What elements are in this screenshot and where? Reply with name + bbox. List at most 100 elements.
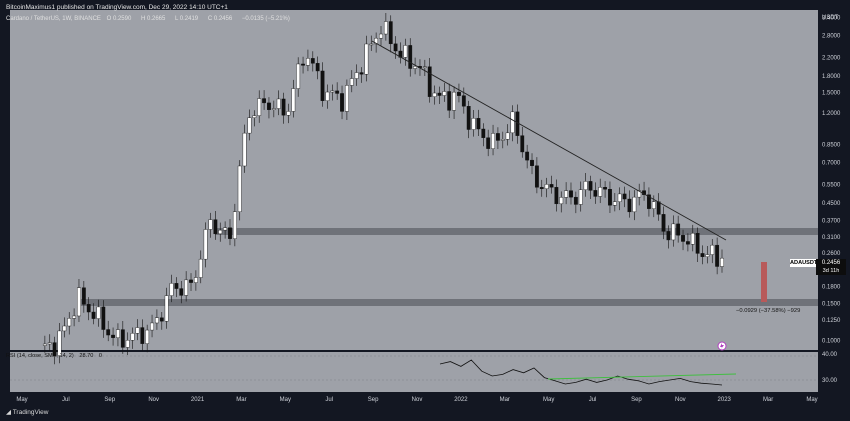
candle-bear [340,93,344,112]
candle-bull [578,189,583,205]
candle-bear [520,135,525,153]
price-axis-label: 1.2000 [822,111,841,117]
candle-bear [159,317,164,322]
logo-icon: ◢ [6,409,11,416]
candle-bull [710,244,715,255]
candle-bear [179,288,184,296]
candle-bull [67,318,72,327]
candle-bull [632,196,637,213]
candle-bear [685,241,690,245]
candle-bull [47,342,52,345]
price-axis-label: 0.2600 [822,251,841,257]
candle-bull [291,88,296,112]
candle-bull [242,132,247,167]
candle-bull [374,37,379,45]
price-axis-label: 0.8500 [822,143,841,149]
candle-bear [388,21,393,45]
candle-bull [720,257,724,267]
candle-bear [106,329,111,336]
time-axis-label: Nov [412,397,423,403]
price-axis: 3.4000 2.8000 2.2000 1.8000 1.5000 1.2000 0.85… [822,16,841,384]
candle-bear [666,231,671,241]
time-axis-label: Mar [763,397,773,403]
candle-bull [193,277,198,283]
candle-bear [174,283,179,289]
candle-bull [383,21,388,35]
candle-bear [539,187,544,190]
candle-bear [213,219,218,235]
candle-bear [476,118,481,130]
rsi-trendline [547,373,737,380]
candle-bear [681,235,685,242]
symbol-name: Cardano / TetherUS, 1W, BINANCE [6,16,101,22]
candle-bull [598,187,603,197]
candle-bear [588,181,593,191]
price-axis-label: 0.1250 [822,318,841,324]
time-axis-label: May [806,397,817,403]
candle-bull [223,227,228,231]
candle-bull [203,229,208,260]
candle-bull [257,98,262,116]
candle-bear [81,287,86,305]
ohlc-low: L 0.2419 [175,16,199,22]
price-axis-label: 3.4000 [822,16,841,22]
countdown-tag: 3d 11h [816,267,846,275]
candle-bull [232,211,237,239]
rsi-axis-label: 40.00 [822,352,838,358]
time-axis-label: 2021 [191,397,205,403]
price-axis-label: 1.8000 [822,74,841,80]
candle-bull [72,315,77,319]
candle-bear [86,304,91,313]
price-axis-label: 2.8000 [822,33,841,39]
candle-bull [344,85,349,112]
candle-bull [125,340,130,348]
candle-bull [237,165,242,212]
candle-bull [364,43,369,75]
candle-bull [491,133,495,149]
price-axis-label: 0.1000 [822,338,841,344]
candle-bull [96,306,101,319]
candle-bear [408,45,413,69]
candle-bear [281,98,286,116]
candle-bull [286,111,291,116]
candle-bear [262,98,266,104]
candle-bull [130,333,135,341]
ohlc-close: C 0.2456 [207,16,233,22]
price-axis-label: 0.7000 [822,160,841,166]
candle-bull [208,219,213,230]
candle-bull [330,90,335,93]
time-axis-label: 2023 [718,397,732,403]
candle-bear [554,187,559,205]
candle-bear [427,66,432,97]
candle-bull [354,72,359,79]
candle-bull [252,115,257,118]
candle-bear [101,306,106,330]
support-zone-lower [80,299,818,306]
candle-bull [505,132,510,140]
candle-bear [393,43,398,52]
candle-bear [189,279,193,283]
time-axis-label: May [16,397,27,403]
price-axis-label: 2.2000 [822,56,841,62]
candle-bear [315,63,320,72]
rsi-legend-extra: 0 [98,353,103,359]
tradingview-logo[interactable]: ◢ TradingView [6,408,48,416]
rsi-legend-title: RSI (14, close, SMA, 14, 2) [6,353,74,359]
candle-bear [534,165,539,188]
candle-bull [583,181,588,190]
candle-bear [320,70,325,101]
time-axis-label: Nov [148,397,159,403]
candle-bull [705,254,710,257]
last-price-tag: 0.2456 [816,259,846,267]
candles-group [42,12,724,365]
candle-bear [466,106,471,130]
candle-bear [627,198,632,213]
time-axis-label: Sep [631,397,642,403]
candle-bear [700,253,705,257]
time-axis-label: May [280,397,291,403]
candle-bear [52,342,57,356]
candle-bull [150,322,154,331]
candle-bear [486,137,491,149]
